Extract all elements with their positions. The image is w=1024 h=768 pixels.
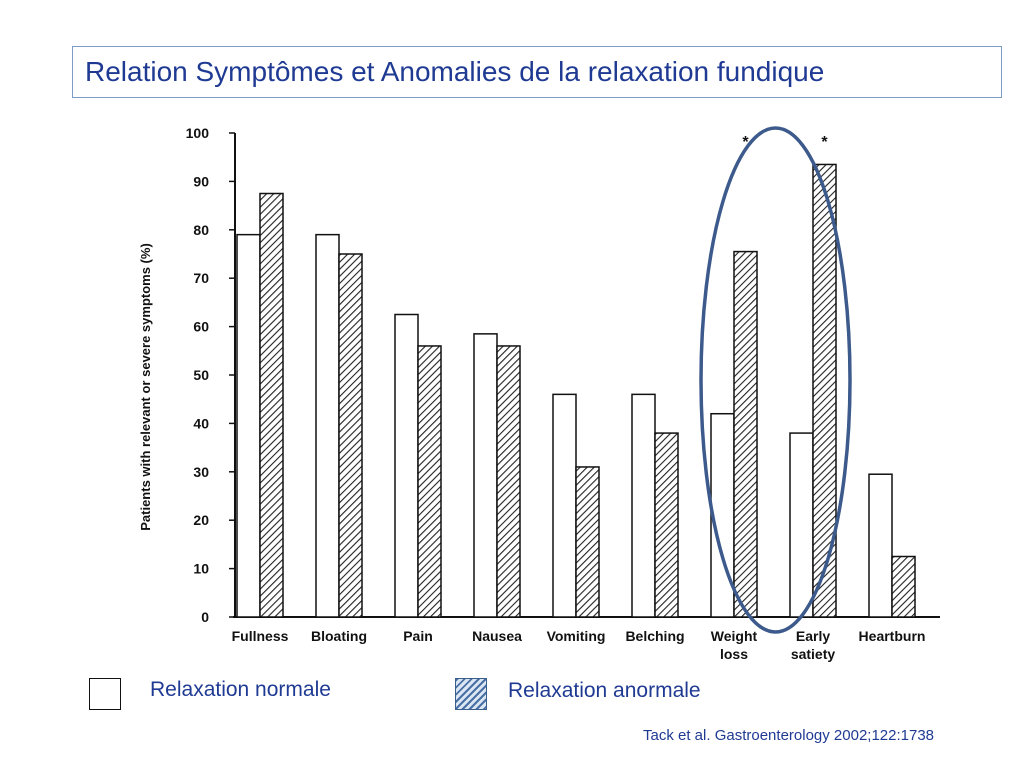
highlight-ellipse bbox=[699, 126, 852, 634]
bar-normal bbox=[473, 333, 498, 618]
y-tick-label: 30 bbox=[193, 464, 209, 480]
y-tick-label: 100 bbox=[186, 125, 210, 141]
legend-swatch-normal bbox=[89, 678, 121, 710]
bar-normal bbox=[236, 233, 261, 618]
y-tick-label: 20 bbox=[193, 512, 209, 528]
bar-normal bbox=[868, 473, 893, 618]
x-tick-label: Fullness bbox=[232, 628, 289, 644]
bar-abnormal bbox=[259, 192, 284, 618]
y-tick-label: 60 bbox=[193, 319, 209, 335]
x-tick-label: Belching bbox=[625, 628, 684, 644]
y-tick-label: 50 bbox=[193, 367, 209, 383]
slide-title: Relation Symptômes et Anomalies de la re… bbox=[85, 56, 825, 87]
bar-abnormal bbox=[733, 250, 758, 618]
bar-normal bbox=[710, 412, 735, 618]
y-tick-label: 70 bbox=[193, 270, 209, 286]
x-tick-label: Bloating bbox=[311, 628, 367, 644]
y-axis-title: Patients with relevant or severe symptom… bbox=[138, 243, 153, 531]
x-tick-label: Pain bbox=[403, 628, 433, 644]
legend-label-abnormal: Relaxation anormale bbox=[508, 679, 701, 702]
x-tick-label: Nausea bbox=[472, 628, 522, 644]
legend-swatch-abnormal bbox=[455, 678, 487, 710]
bar-abnormal bbox=[338, 253, 363, 618]
x-tick-label: Heartburn bbox=[859, 628, 926, 644]
bar-normal bbox=[394, 313, 419, 618]
y-tick-label: 0 bbox=[201, 609, 209, 625]
x-tick-label: loss bbox=[720, 646, 748, 662]
x-tick-label: Early bbox=[796, 628, 830, 644]
significance-marker: * bbox=[821, 134, 828, 151]
x-tick-label: Vomiting bbox=[547, 628, 606, 644]
bar-normal bbox=[789, 432, 814, 618]
bar-normal bbox=[315, 233, 340, 618]
x-tick-label: Weight bbox=[711, 628, 758, 644]
bar-normal bbox=[631, 393, 656, 618]
legend-label-normal: Relaxation normale bbox=[150, 678, 331, 701]
y-tick-label: 40 bbox=[193, 415, 209, 431]
bar-abnormal bbox=[812, 163, 837, 618]
y-tick-label: 90 bbox=[193, 173, 209, 189]
bar-abnormal bbox=[417, 345, 442, 618]
bar-abnormal bbox=[575, 466, 600, 618]
citation: Tack et al. Gastroenterology 2002;122:17… bbox=[643, 727, 935, 744]
bar-abnormal bbox=[891, 555, 916, 618]
bar-abnormal bbox=[654, 432, 679, 618]
significance-marker: * bbox=[742, 134, 749, 151]
y-tick-label: 80 bbox=[193, 222, 209, 238]
title-box: Relation Symptômes et Anomalies de la re… bbox=[72, 46, 1002, 98]
bar-normal bbox=[552, 393, 577, 618]
bar-abnormal bbox=[496, 345, 521, 618]
x-tick-label: satiety bbox=[791, 646, 836, 662]
y-tick-label: 10 bbox=[193, 561, 209, 577]
